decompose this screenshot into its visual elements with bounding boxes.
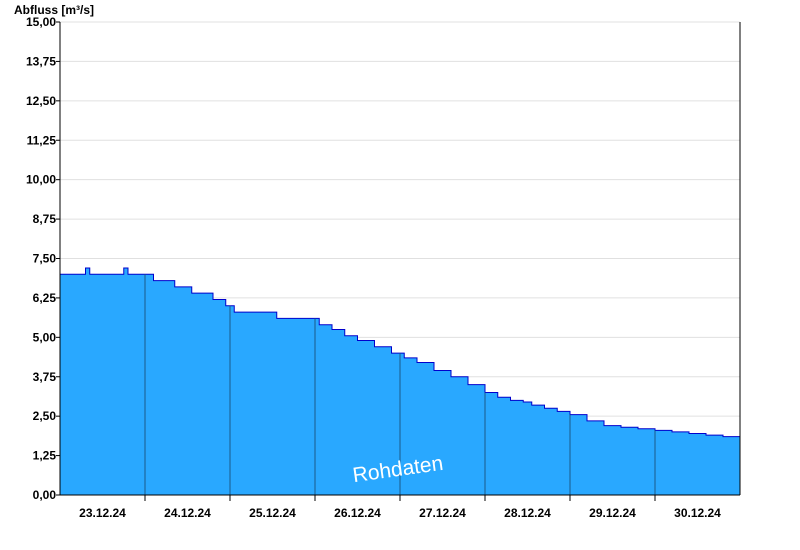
y-tick-label: 10,00 (26, 173, 56, 187)
y-tick-label: 5,00 (33, 330, 57, 344)
y-tick-label: 15,00 (26, 15, 56, 29)
x-tick-label: 27.12.24 (419, 506, 466, 520)
y-axis-ticks: 0,00 1,25 2,50 3,75 5,00 6,25 7,50 8,75 10,00 11,… (26, 15, 60, 502)
y-tick-label: 8,75 (33, 212, 57, 226)
x-tick-label: 28.12.24 (504, 506, 551, 520)
x-tick-label: 23.12.24 (79, 506, 126, 520)
day-separator-lines (144, 274, 656, 495)
y-tick-label: 11,25 (27, 133, 57, 147)
y-tick-label: 7,50 (33, 252, 57, 266)
discharge-line (60, 267, 741, 440)
y-tick-label: 3,75 (33, 370, 57, 384)
y-tick-label: 12,50 (26, 94, 56, 108)
x-tick-label: 29.12.24 (589, 506, 636, 520)
x-tick-label: 30.12.24 (674, 506, 721, 520)
y-tick-label: 0,00 (33, 488, 57, 502)
y-tick-label: 1,25 (33, 449, 57, 463)
y-tick-label: 13,75 (26, 54, 56, 68)
x-axis-ticks: 23.12.24 24.12.24 25.12.24 26.12.24 27.12.24… (79, 495, 721, 520)
x-tick-label: 24.12.24 (164, 506, 211, 520)
y-tick-label: 2,50 (33, 409, 57, 423)
x-tick-label: 25.12.24 (249, 506, 296, 520)
y-tick-label: 6,25 (33, 291, 57, 305)
x-tick-label: 26.12.24 (334, 506, 381, 520)
y-axis-label: Abfluss [m³/s] (14, 3, 94, 17)
